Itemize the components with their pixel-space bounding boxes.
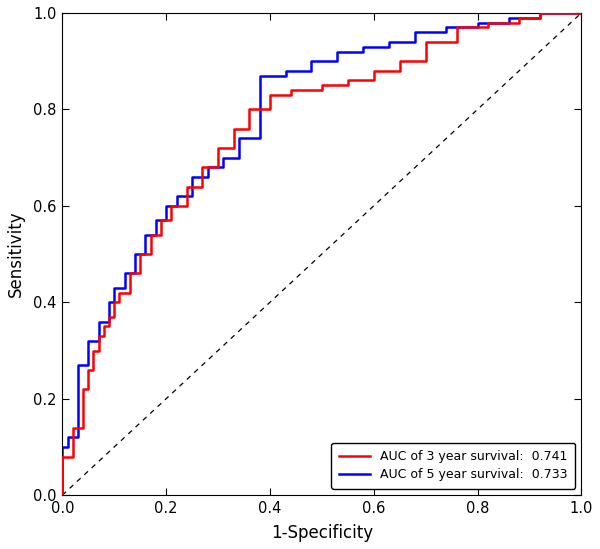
X-axis label: 1-Specificity: 1-Specificity bbox=[271, 524, 373, 542]
Legend: AUC of 3 year survival:  0.741, AUC of 5 year survival:  0.733: AUC of 3 year survival: 0.741, AUC of 5 … bbox=[331, 443, 575, 489]
Y-axis label: Sensitivity: Sensitivity bbox=[7, 211, 25, 298]
